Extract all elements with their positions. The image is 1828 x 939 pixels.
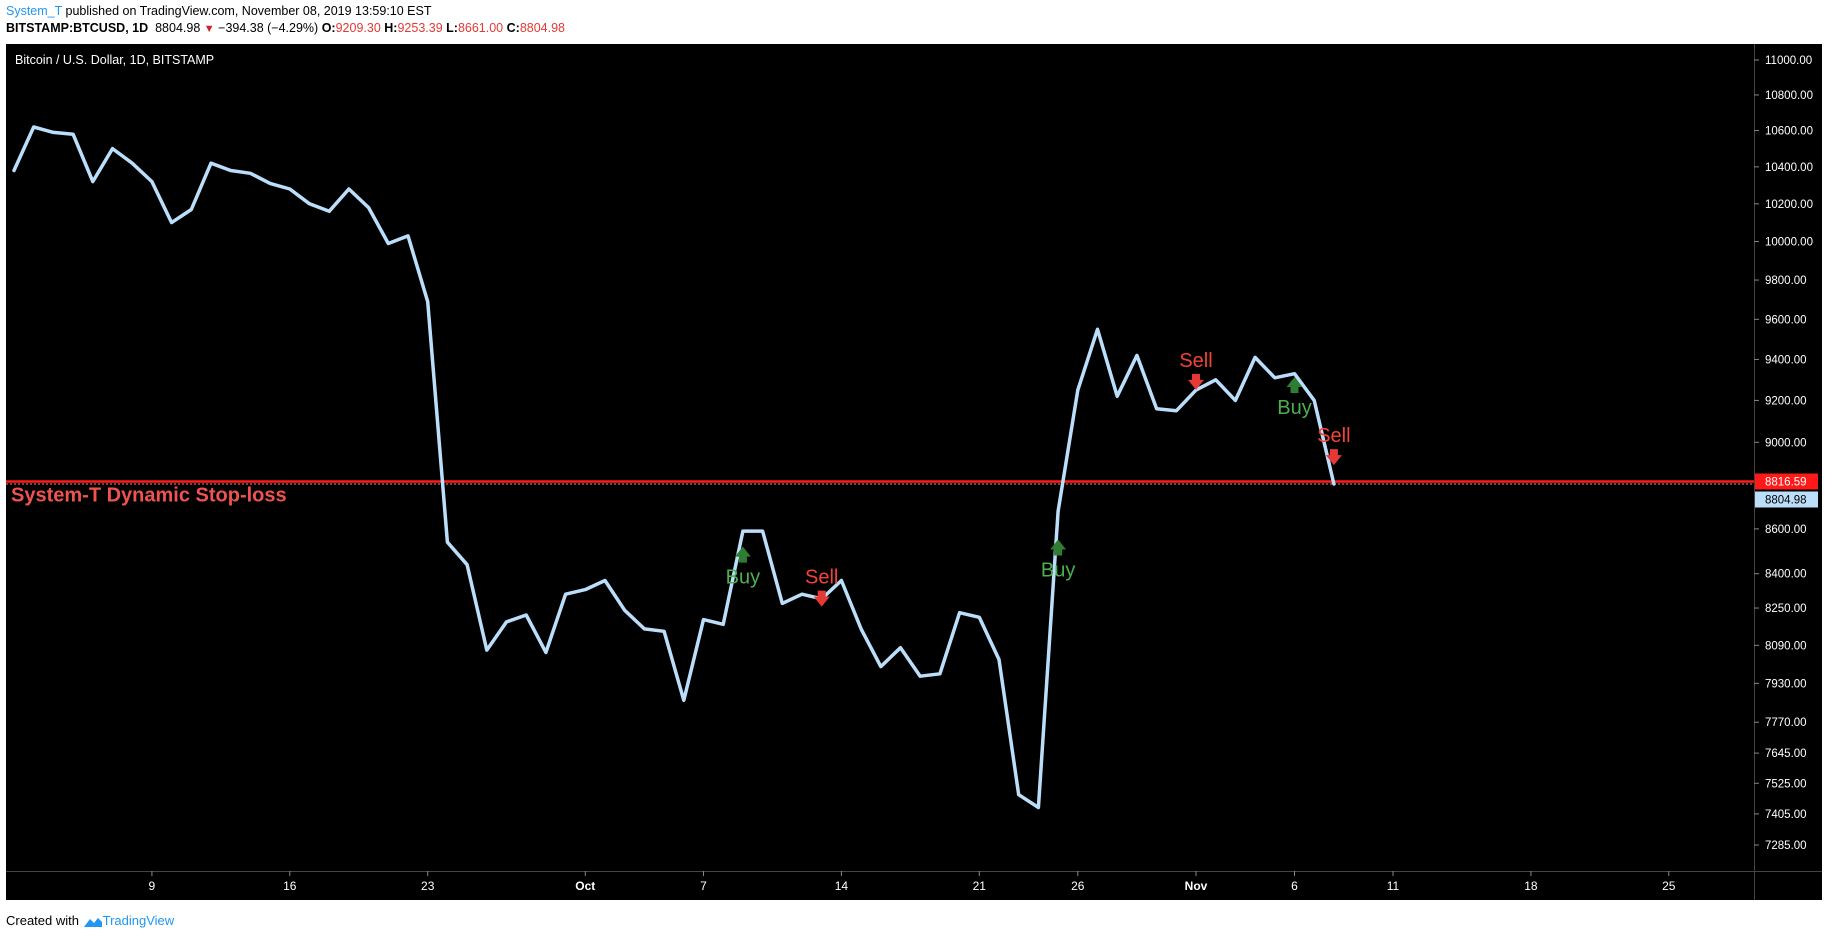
y-tick-label: 8600.00	[1765, 524, 1807, 536]
x-tick-label: 23	[421, 879, 435, 893]
x-tick-label: 26	[1071, 879, 1085, 893]
stoploss-price-tag	[1755, 473, 1818, 490]
x-tick-label: 9	[149, 879, 156, 893]
low-value: 8661.00	[457, 21, 504, 35]
high-value: 9253.39	[397, 21, 443, 35]
last-price-tag	[1755, 491, 1818, 508]
buy-arrow-icon	[734, 546, 751, 563]
close-label: C:	[506, 21, 520, 35]
sell-signal-label: Sell	[1179, 350, 1212, 372]
x-tick-label: 18	[1524, 879, 1538, 893]
symbol-label: BITSTAMP:BTCUSD, 1D	[6, 21, 149, 35]
x-tick-label: 25	[1662, 879, 1676, 893]
open-label: O:	[321, 21, 336, 35]
y-tick-label: 7285.00	[1765, 840, 1807, 852]
y-tick-label: 8400.00	[1765, 569, 1807, 581]
sell-arrow-icon	[1325, 449, 1342, 466]
chart-title: Bitcoin / U.S. Dollar, 1D, BITSTAMP	[15, 53, 214, 67]
y-tick-label: 8090.00	[1765, 640, 1807, 652]
published-text: published on TradingView.com, November 0…	[62, 4, 432, 18]
open-value: 9209.30	[335, 21, 381, 35]
y-tick-label: 7930.00	[1765, 678, 1807, 690]
last-price: 8804.98	[155, 21, 201, 35]
tradingview-logo-icon	[83, 917, 102, 927]
price-change: −394.38 (−4.29%)	[218, 21, 319, 35]
x-tick-label: 7	[700, 879, 707, 893]
y-tick-label: 9200.00	[1765, 395, 1807, 407]
x-tick-label: 21	[973, 879, 987, 893]
low-label: L:	[446, 21, 458, 35]
y-tick-label: 9800.00	[1765, 275, 1807, 287]
change-down-icon: ▼	[203, 23, 215, 35]
y-tick-label: 10800.00	[1765, 90, 1813, 102]
time-axis-background	[6, 871, 1822, 900]
sell-arrow-icon	[1188, 373, 1204, 390]
tradingview-link[interactable]: TradingView	[102, 913, 175, 928]
y-tick-label: 7405.00	[1765, 809, 1807, 821]
x-tick-label: Oct	[575, 879, 595, 893]
y-tick-label: 10000.00	[1765, 237, 1813, 249]
stoploss-price-label: 8816.59	[1765, 476, 1807, 488]
plot-background	[6, 44, 1754, 871]
y-tick-label: 11000.00	[1765, 55, 1812, 67]
x-tick-label: Nov	[1185, 879, 1208, 893]
last-price-label: 8804.98	[1765, 494, 1807, 506]
x-tick-label: 6	[1291, 879, 1298, 893]
publish-header: System_T published on TradingView.com, N…	[6, 4, 432, 19]
buy-signal-label: Buy	[1277, 397, 1311, 419]
price-axis-background	[1754, 44, 1822, 871]
y-tick-label: 10400.00	[1765, 162, 1813, 174]
y-tick-label: 9600.00	[1765, 314, 1807, 326]
quote-line: BITSTAMP:BTCUSD, 1D 8804.98 ▼ −394.38 (−…	[6, 21, 565, 37]
stoploss-label: System-T Dynamic Stop-loss	[11, 484, 287, 506]
y-tick-label: 7770.00	[1765, 717, 1807, 729]
price-line-series	[12, 125, 1336, 810]
author-link[interactable]: System_T	[6, 4, 63, 18]
x-tick-label: 16	[283, 879, 297, 893]
sell-signal-label: Sell	[1317, 425, 1350, 447]
buy-signal-label: Buy	[1041, 559, 1075, 581]
footer: Created with TradingView	[6, 913, 174, 928]
y-tick-label: 7645.00	[1765, 748, 1807, 760]
price-chart[interactable]: Bitcoin / U.S. Dollar, 1D, BITSTAMP 11000…	[0, 0, 1828, 910]
x-tick-label: 11	[1387, 879, 1400, 893]
buy-signal-label: Buy	[726, 567, 760, 589]
y-tick-label: 9000.00	[1765, 437, 1807, 449]
high-label: H:	[384, 21, 398, 35]
sell-signal-label: Sell	[805, 567, 838, 589]
sell-arrow-icon	[813, 590, 830, 607]
y-tick-label: 9400.00	[1765, 354, 1807, 366]
y-tick-label: 7525.00	[1765, 778, 1807, 790]
y-tick-label: 8250.00	[1765, 603, 1807, 615]
created-with-text: Created with	[6, 913, 79, 928]
y-tick-label: 10600.00	[1765, 126, 1813, 138]
buy-arrow-icon	[1050, 539, 1067, 556]
x-tick-label: 14	[835, 879, 849, 893]
buy-arrow-icon	[1286, 376, 1303, 393]
close-value: 8804.98	[519, 21, 566, 35]
y-tick-label: 10200.00	[1765, 199, 1813, 211]
